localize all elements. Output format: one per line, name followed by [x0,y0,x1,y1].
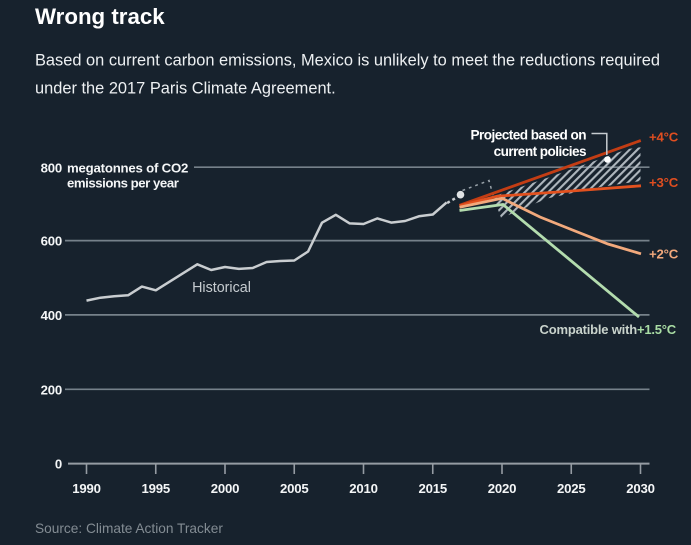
svg-text:emissions per year: emissions per year [67,175,179,190]
svg-text:200: 200 [41,382,62,397]
svg-text:megatonnes of CO2: megatonnes of CO2 [67,160,188,175]
svg-text:+2°C: +2°C [649,246,679,261]
svg-text:Compatible with+1.5°C: Compatible with+1.5°C [540,322,677,337]
svg-text:2000: 2000 [211,481,240,496]
svg-text:800: 800 [41,160,62,175]
svg-text:1990: 1990 [72,481,101,496]
svg-text:current policies: current policies [494,144,586,159]
svg-text:Source: Climate Action Tracker: Source: Climate Action Tracker [35,521,223,536]
svg-text:+4°C: +4°C [649,130,679,145]
svg-text:Wrong track: Wrong track [35,4,165,29]
svg-text:+3°C: +3°C [649,175,679,190]
svg-text:2030: 2030 [626,481,655,496]
svg-text:2015: 2015 [418,481,447,496]
svg-text:2010: 2010 [349,481,378,496]
svg-text:Projected based on: Projected based on [471,127,587,142]
svg-text:2025: 2025 [557,481,586,496]
svg-text:400: 400 [41,308,62,323]
svg-text:Historical: Historical [192,280,251,296]
svg-text:1995: 1995 [141,481,170,496]
svg-text:0: 0 [55,457,62,472]
svg-text:Based on current carbon emissi: Based on current carbon emissions, Mexic… [35,52,660,70]
svg-text:2020: 2020 [488,481,517,496]
svg-text:2005: 2005 [280,481,309,496]
svg-text:600: 600 [41,234,62,249]
svg-text:under the 2017 Paris Climate A: under the 2017 Paris Climate Agreement. [35,80,336,98]
